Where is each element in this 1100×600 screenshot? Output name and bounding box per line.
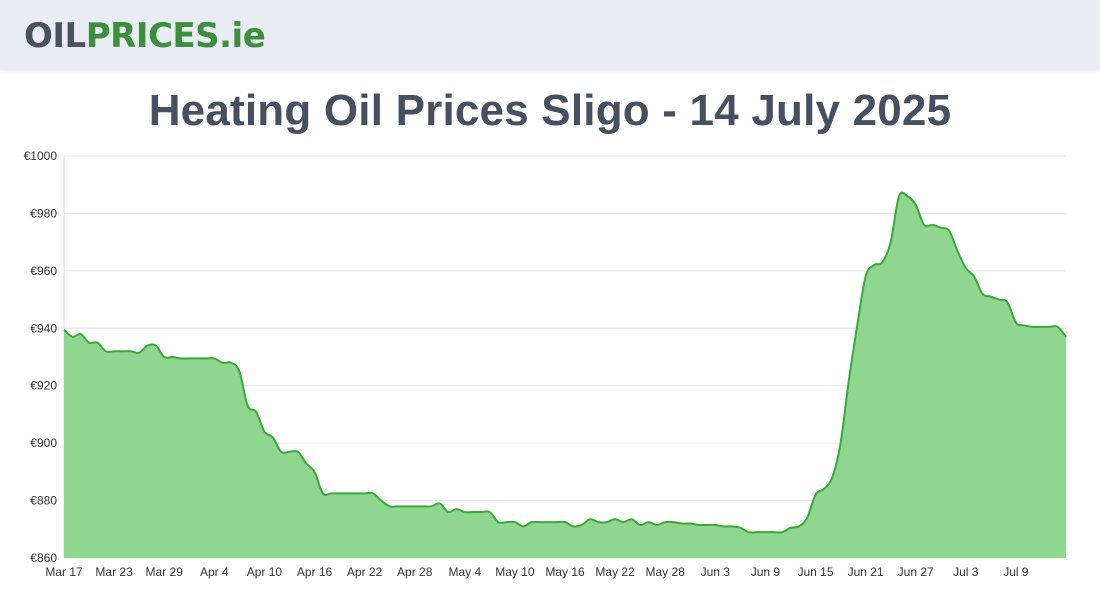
- logo-oil-text: OIL: [24, 16, 86, 56]
- price-line: [63, 191, 1067, 534]
- x-tick-label: May 22: [595, 565, 635, 579]
- y-tick-label: €980: [30, 206, 57, 220]
- x-tick-label: Jul 3: [953, 565, 979, 579]
- x-tick-label: Jul 9: [1003, 565, 1029, 579]
- x-tick-label: Jun 3: [701, 565, 731, 579]
- y-tick-label: €900: [30, 436, 57, 450]
- x-tick-label: Jun 9: [751, 565, 781, 579]
- x-tick-label: May 10: [495, 565, 535, 579]
- x-tick-label: Mar 17: [45, 565, 83, 579]
- x-tick-label: Jun 27: [898, 565, 934, 579]
- site-logo[interactable]: OILPRICES.ie: [24, 14, 266, 58]
- logo-domain-text: .ie: [219, 16, 266, 56]
- x-tick-label: Mar 29: [146, 565, 184, 579]
- page-title: Heating Oil Prices Sligo - 14 July 2025: [148, 86, 952, 135]
- x-tick-label: Apr 16: [297, 565, 333, 579]
- x-tick-label: Mar 23: [95, 565, 133, 579]
- y-tick-label: €940: [30, 321, 57, 335]
- x-tick-label: May 28: [646, 565, 686, 579]
- y-tick-label: €920: [30, 379, 57, 393]
- x-tick-label: Apr 10: [247, 565, 283, 579]
- price-area-fill: [64, 192, 1066, 558]
- x-tick-label: Jun 15: [797, 565, 833, 579]
- y-tick-label: €960: [30, 264, 57, 278]
- x-tick-label: Apr 22: [347, 565, 383, 579]
- x-tick-label: Apr 4: [200, 565, 229, 579]
- x-tick-label: May 16: [545, 565, 585, 579]
- x-tick-label: May 4: [448, 565, 481, 579]
- y-tick-label: €880: [30, 494, 57, 508]
- y-tick-label: €860: [30, 551, 57, 565]
- y-tick-label: €1000: [24, 149, 58, 163]
- x-tick-label: Apr 28: [397, 565, 433, 579]
- logo-prices-text: PRICES: [85, 16, 220, 56]
- price-chart: €860 €880 €900 €920 €940 €960 €980 €1000 Mar 17 M…: [24, 149, 1067, 579]
- site-header: OILPRICES.ie: [0, 0, 1100, 70]
- x-tick-label: Jun 21: [848, 565, 884, 579]
